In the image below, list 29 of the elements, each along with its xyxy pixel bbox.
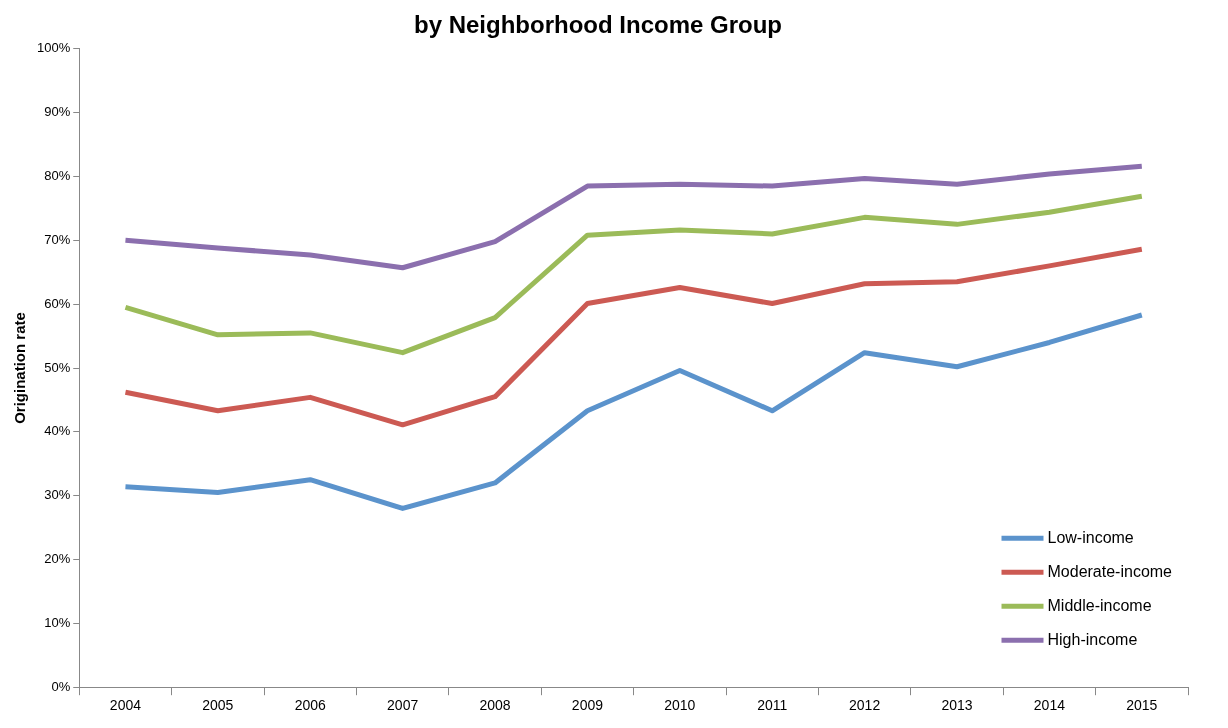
y-axis-title: Origination rate — [11, 312, 29, 424]
chart-title: by Neighborhood Income Group — [414, 11, 782, 39]
x-tick-label: 2009 — [571, 697, 604, 714]
x-tick-label: 2015 — [1126, 697, 1158, 714]
y-tick-label: 40% — [44, 423, 71, 439]
y-tick-label: 30% — [44, 487, 71, 503]
legend-label: Moderate-income — [1047, 562, 1173, 580]
x-tick-label: 2010 — [664, 697, 696, 714]
y-tick-label: 60% — [44, 295, 71, 311]
x-tick-label: 2011 — [757, 697, 788, 714]
x-tick-label: 2012 — [849, 697, 881, 714]
y-tick-label: 90% — [44, 104, 71, 120]
x-tick-label: 2014 — [1033, 697, 1066, 714]
y-tick-label: 0% — [51, 678, 71, 694]
x-tick-label: 2004 — [109, 697, 142, 714]
legend-label: Low-income — [1047, 528, 1134, 546]
x-tick-label: 2005 — [202, 697, 234, 714]
x-tick-label: 2008 — [479, 697, 511, 714]
x-tick-label: 2007 — [387, 697, 419, 714]
y-tick-label: 80% — [44, 168, 71, 184]
y-tick-label: 10% — [44, 614, 71, 630]
legend-label: Middle-income — [1047, 596, 1152, 614]
y-tick-label: 50% — [44, 359, 71, 375]
x-tick-label: 2006 — [294, 697, 327, 714]
y-tick-label: 20% — [44, 551, 71, 567]
y-tick-label: 100% — [37, 40, 71, 56]
x-tick-label: 2013 — [941, 697, 973, 714]
y-tick-label: 70% — [44, 231, 71, 247]
legend-label: High-income — [1047, 630, 1138, 648]
